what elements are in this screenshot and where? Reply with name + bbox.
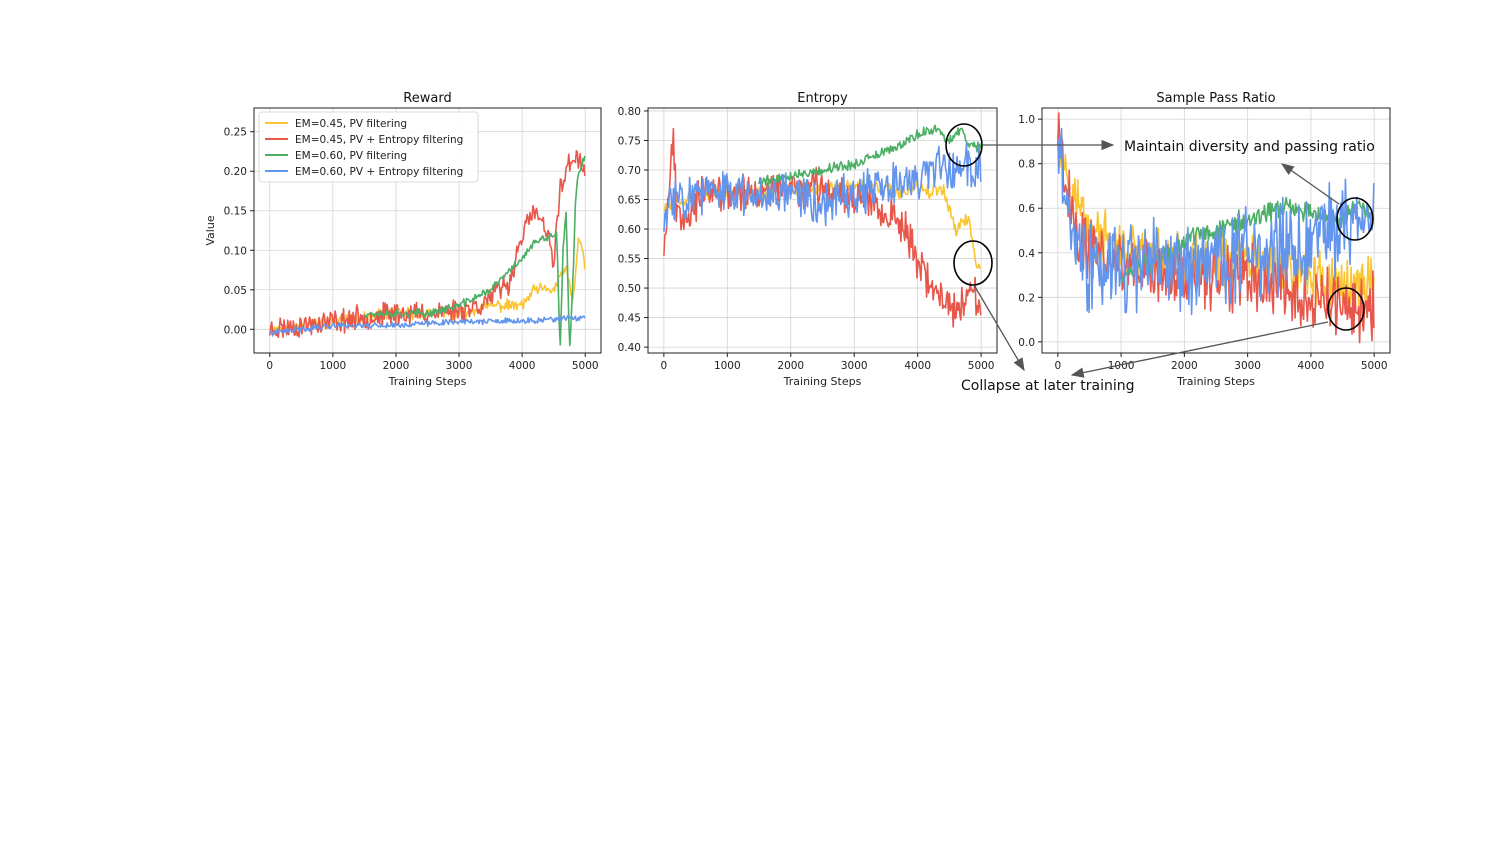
annotations: Maintain diversity and passing ratio Col… <box>945 123 1375 394</box>
series-line-red <box>663 127 982 328</box>
series-group <box>269 150 586 347</box>
x-tick-label: 4000 <box>1298 360 1325 372</box>
y-tick-label: 0.80 <box>618 106 641 118</box>
y-tick-label: 0.60 <box>618 224 641 236</box>
y-tick-label: 0.10 <box>224 245 247 257</box>
x-tick-label: 0 <box>1054 360 1061 372</box>
x-tick-label: 1000 <box>319 360 346 372</box>
legend: EM=0.45, PV filtering EM=0.45, PV + Entr… <box>258 111 479 183</box>
x-tick-label: 3000 <box>841 360 868 372</box>
plot-frame <box>1041 107 1391 354</box>
y-tick-label: 0.20 <box>224 166 247 178</box>
y-tick-label: 0.15 <box>224 206 247 218</box>
legend-label: EM=0.60, PV filtering <box>295 150 407 162</box>
highlight-circle-pass-green <box>1336 197 1374 241</box>
x-tick-label: 4000 <box>904 360 931 372</box>
y-tick-label: 0.05 <box>224 285 247 297</box>
legend-label: EM=0.45, PV + Entropy filtering <box>295 134 463 146</box>
highlight-circle-entropy-green <box>945 123 983 167</box>
x-tick-label: 0 <box>661 360 668 372</box>
legend-entry: EM=0.60, PV filtering <box>265 150 407 162</box>
legend-label: EM=0.60, PV + Entropy filtering <box>295 166 463 178</box>
plot-frame <box>253 107 602 354</box>
panel-1: 0 1000 2000 3000 4000 5000 0.40 0.45 0.50 0.55 0.6… <box>618 91 998 388</box>
y-tick-label: 0.45 <box>618 313 641 325</box>
x-axis-label: Training Steps <box>1176 375 1255 388</box>
y-tick-label: 1.0 <box>1018 114 1035 126</box>
legend-label: EM=0.45, PV filtering <box>295 118 407 130</box>
x-tick-label: 5000 <box>572 360 599 372</box>
highlight-circle-pass-red <box>1327 287 1365 331</box>
arrow-collapse-from-pass <box>1070 321 1329 378</box>
y-tick-label: 0.70 <box>618 165 641 177</box>
arrow-collapse-from-entropy <box>973 284 1025 372</box>
arrow-maintain-from-pass <box>1280 163 1340 205</box>
x-tick-label: 1000 <box>1108 360 1135 372</box>
legend-entry: EM=0.45, PV + Entropy filtering <box>265 134 463 146</box>
y-tick-label: 0.0 <box>1018 337 1035 349</box>
y-tick-label: 0.55 <box>618 254 641 266</box>
x-axis-label: Training Steps <box>388 375 467 388</box>
annotation-maintain: Maintain diversity and passing ratio <box>1124 139 1375 155</box>
y-tick-label: 0.4 <box>1018 248 1035 260</box>
legend-box <box>258 111 479 183</box>
plot-frame <box>647 107 998 354</box>
x-tick-label: 2000 <box>777 360 804 372</box>
panel-title: Sample Pass Ratio <box>1156 91 1275 106</box>
x-tick-label: 2000 <box>1171 360 1198 372</box>
series-line-blue <box>663 142 982 232</box>
series-line-blue <box>1057 127 1375 316</box>
x-tick-label: 1000 <box>714 360 741 372</box>
panel-2: 0 1000 2000 3000 4000 5000 0.0 0.2 0.4 0.6 0.8 1.0 S… <box>1018 91 1391 388</box>
panel-title: Entropy <box>797 91 848 106</box>
series-line-blue <box>269 314 586 337</box>
series-group <box>663 124 982 328</box>
y-tick-label: 0.75 <box>618 135 641 147</box>
x-axis-label: Training Steps <box>783 375 862 388</box>
y-tick-label: 0.50 <box>618 283 641 295</box>
y-tick-label: 0.40 <box>618 342 641 354</box>
y-tick-label: 0.00 <box>224 324 247 336</box>
x-tick-label: 5000 <box>1361 360 1388 372</box>
panel-title: Reward <box>403 91 451 106</box>
series-group <box>1057 112 1375 344</box>
series-line-green <box>363 155 586 347</box>
y-tick-label: 0.2 <box>1018 292 1035 304</box>
x-tick-label: 3000 <box>446 360 473 372</box>
series-line-red <box>269 150 586 339</box>
series-line-green <box>758 124 982 186</box>
legend-entry: EM=0.45, PV filtering <box>265 118 407 130</box>
legend-entry: EM=0.60, PV + Entropy filtering <box>265 166 463 178</box>
x-tick-label: 0 <box>266 360 273 372</box>
annotation-collapse: Collapse at later training <box>961 378 1134 394</box>
highlight-circle-entropy-red <box>953 240 993 286</box>
y-tick-label: 0.8 <box>1018 159 1035 171</box>
x-tick-label: 4000 <box>509 360 536 372</box>
y-axis-label: Value <box>204 215 217 245</box>
x-tick-label: 2000 <box>383 360 410 372</box>
x-tick-label: 3000 <box>1234 360 1261 372</box>
y-tick-label: 0.65 <box>618 195 641 207</box>
x-tick-label: 5000 <box>968 360 995 372</box>
chart-panels: 0 1000 2000 3000 4000 50000.000.050.100.150.2… <box>204 91 1391 388</box>
y-tick-label: 0.25 <box>224 127 247 139</box>
y-tick-label: 0.6 <box>1018 203 1035 215</box>
